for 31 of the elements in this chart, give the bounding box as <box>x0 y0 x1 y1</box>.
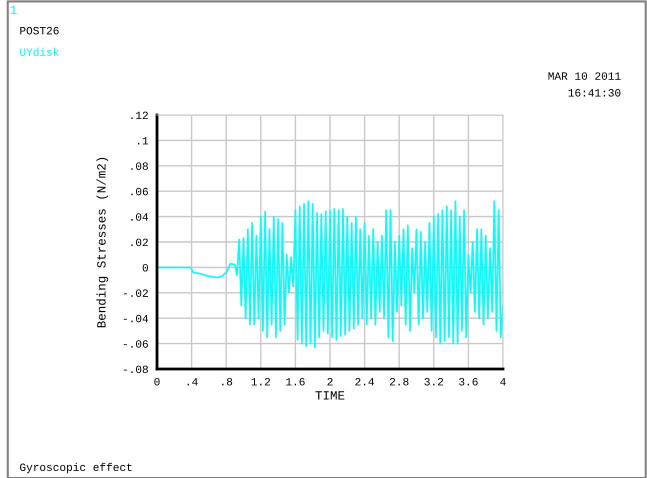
x-tick-label: 1.2 <box>252 378 270 386</box>
y-tick-label: .1 <box>138 137 148 144</box>
line-series <box>157 200 503 348</box>
y-tick-label: .08 <box>131 162 148 170</box>
x-tick-label: 2.8 <box>390 378 408 386</box>
text: 1 <box>10 6 17 14</box>
y-tick-label: .06 <box>131 188 148 196</box>
x-tick-label: 4 <box>500 378 506 386</box>
x-tick-label: 1.6 <box>286 378 305 386</box>
x-tick-label: 3.2 <box>424 378 444 386</box>
x-tick-label: .4 <box>188 378 198 386</box>
y-tick-label: .12 <box>131 112 148 120</box>
y-tick-label: -.06 <box>124 340 148 348</box>
x-tick-label: 2 <box>327 378 333 386</box>
x-tick-label: 2.4 <box>355 378 374 386</box>
y-tick-label: -.04 <box>124 314 148 322</box>
y-tick-label: -.08 <box>124 366 148 374</box>
y-tick-label: .04 <box>131 213 148 221</box>
text: MAR 10 2011 <box>548 72 621 80</box>
x-tick-label: 3.6 <box>459 378 478 386</box>
x-tick-label: .8 <box>222 378 232 386</box>
text: UYdisk <box>20 48 59 56</box>
text: 16:41:30 <box>568 89 620 97</box>
text: Gyroscopic effect <box>20 462 132 474</box>
y-tick-label: -.02 <box>124 289 148 297</box>
x-axis-title: TIME <box>315 391 344 400</box>
y-tick-label: .02 <box>131 238 148 246</box>
y-axis-title: Bending Stresses (N/m2) <box>96 158 108 328</box>
y-tick-label: 0 <box>142 264 148 272</box>
x-tick-label: 0 <box>154 378 160 386</box>
text: POST26 <box>20 26 59 34</box>
